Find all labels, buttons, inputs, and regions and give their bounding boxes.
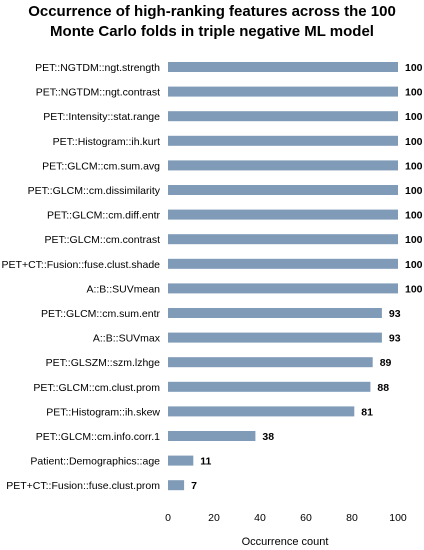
value-label: 100 bbox=[405, 234, 423, 246]
category-label: PET::GLCM::cm.dissimilarity bbox=[28, 185, 161, 197]
category-label: PET::GLCM::cm.info.corr.1 bbox=[36, 431, 160, 443]
value-label: 100 bbox=[405, 283, 423, 295]
bar bbox=[168, 135, 398, 146]
category-labels-group: PET::NGTDM::ngt.strengthPET::NGTDM::ngt.… bbox=[2, 62, 161, 492]
bar bbox=[168, 258, 398, 269]
category-label: PET::GLCM::cm.contrast bbox=[44, 234, 160, 246]
bar bbox=[168, 332, 382, 343]
x-axis-label: Occurrence count bbox=[242, 536, 329, 548]
value-label: 100 bbox=[405, 111, 423, 123]
category-label: PET+CT::Fusion::fuse.clust.shade bbox=[2, 259, 161, 271]
x-tick-label: 80 bbox=[346, 512, 358, 524]
bars-group bbox=[168, 62, 398, 491]
bar bbox=[168, 111, 398, 122]
value-label: 88 bbox=[377, 382, 389, 394]
x-tick-label: 60 bbox=[300, 512, 312, 524]
value-label: 100 bbox=[405, 185, 423, 197]
value-label: 100 bbox=[405, 160, 423, 172]
category-label: PET::NGTDM::ngt.strength bbox=[35, 62, 160, 74]
bar bbox=[168, 455, 194, 466]
x-tick-label: 100 bbox=[389, 512, 407, 524]
x-tick-label: 40 bbox=[254, 512, 266, 524]
value-label: 93 bbox=[389, 308, 401, 320]
category-label: PET::Histogram::ih.skew bbox=[46, 406, 160, 418]
chart-title-line-1: Occurrence of high-ranking features acro… bbox=[28, 3, 396, 20]
bar bbox=[168, 406, 355, 417]
bar bbox=[168, 209, 398, 220]
value-label: 11 bbox=[200, 456, 211, 468]
chart-title: Occurrence of high-ranking features acro… bbox=[0, 2, 424, 42]
bar bbox=[168, 86, 398, 97]
category-label: A::B::SUVmean bbox=[86, 283, 160, 295]
bar bbox=[168, 480, 185, 491]
value-label: 100 bbox=[405, 87, 423, 99]
bar bbox=[168, 381, 371, 392]
category-label: PET::Histogram::ih.kurt bbox=[53, 136, 160, 148]
bar bbox=[168, 160, 398, 171]
category-label: PET::GLCM::cm.sum.entr bbox=[41, 308, 161, 320]
category-label: PET::NGTDM::ngt.contrast bbox=[36, 87, 160, 99]
value-label: 81 bbox=[361, 406, 373, 418]
x-tick-label: 0 bbox=[165, 512, 171, 524]
value-label: 100 bbox=[405, 136, 423, 148]
value-label: 7 bbox=[191, 480, 197, 492]
category-label: PET::GLCM::cm.clust.prom bbox=[33, 382, 160, 394]
category-label: A::B::SUVmax bbox=[93, 333, 161, 345]
value-labels-group: 100 100 100 100 100 100 100 100 100 100 93 93 89 88 81… bbox=[191, 62, 423, 492]
chart-title-line-2: Monte Carlo folds in triple negative ML … bbox=[50, 23, 374, 40]
category-label: PET::GLCM::cm.sum.avg bbox=[42, 160, 160, 172]
x-tick-labels-group: 0 20 40 60 80 100 bbox=[165, 512, 407, 524]
bar bbox=[168, 357, 373, 368]
category-label: PET+CT::Fusion::fuse.clust.prom bbox=[6, 480, 160, 492]
value-label: 100 bbox=[405, 62, 423, 74]
value-label: 93 bbox=[389, 333, 401, 345]
value-label: 89 bbox=[380, 357, 392, 369]
value-label: 38 bbox=[262, 431, 274, 443]
category-label: PET::GLSZM::szm.lzhge bbox=[46, 357, 161, 369]
bar bbox=[168, 431, 256, 441]
bar bbox=[168, 234, 398, 245]
bar bbox=[168, 62, 398, 72]
category-label: Patient::Demographics::age bbox=[30, 456, 160, 468]
category-label: PET::GLCM::cm.diff.entr bbox=[47, 210, 161, 222]
value-label: 100 bbox=[405, 259, 423, 271]
value-label: 100 bbox=[405, 210, 423, 222]
category-label: PET::Intensity::stat.range bbox=[43, 111, 160, 123]
bar bbox=[168, 185, 398, 195]
bar bbox=[168, 283, 398, 294]
bar bbox=[168, 308, 382, 318]
x-tick-label: 20 bbox=[208, 512, 220, 524]
